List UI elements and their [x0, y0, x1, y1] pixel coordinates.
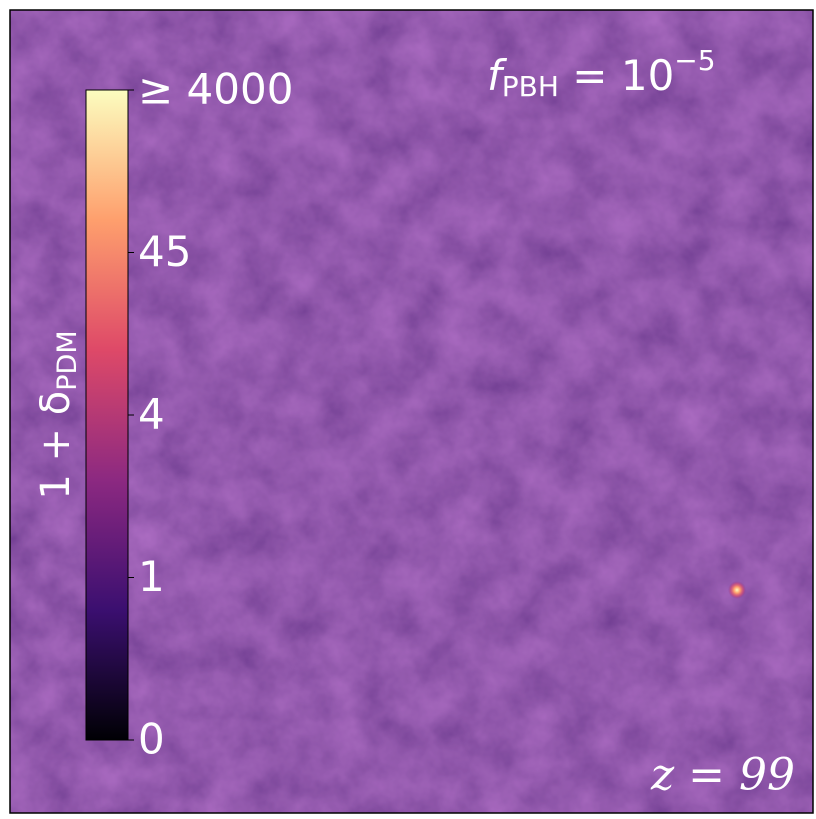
colorbar [86, 90, 128, 740]
colorbar-tick-label: 1 [138, 552, 165, 601]
colorbar-tick-label: ≥ 4000 [138, 65, 293, 114]
annotation: z = 99 [650, 750, 795, 801]
chart: fPBH = 10−5 z = 99 1 + δPDM 01445≥ 4000 [0, 0, 816, 819]
halo [728, 581, 746, 599]
colorbar-tick-label: 45 [138, 227, 191, 276]
colorbar-tick-label: 4 [138, 390, 165, 439]
colorbar-tick-label: 0 [138, 715, 165, 764]
title-superscript: −5 [674, 44, 715, 77]
colorbar-label-subscript: PDM [52, 330, 83, 390]
title-relation: = 10 [559, 51, 674, 100]
density-texture [10, 10, 813, 813]
colorbar-label-main: 1 + δ [33, 391, 79, 500]
title-subscript: PBH [502, 70, 559, 103]
